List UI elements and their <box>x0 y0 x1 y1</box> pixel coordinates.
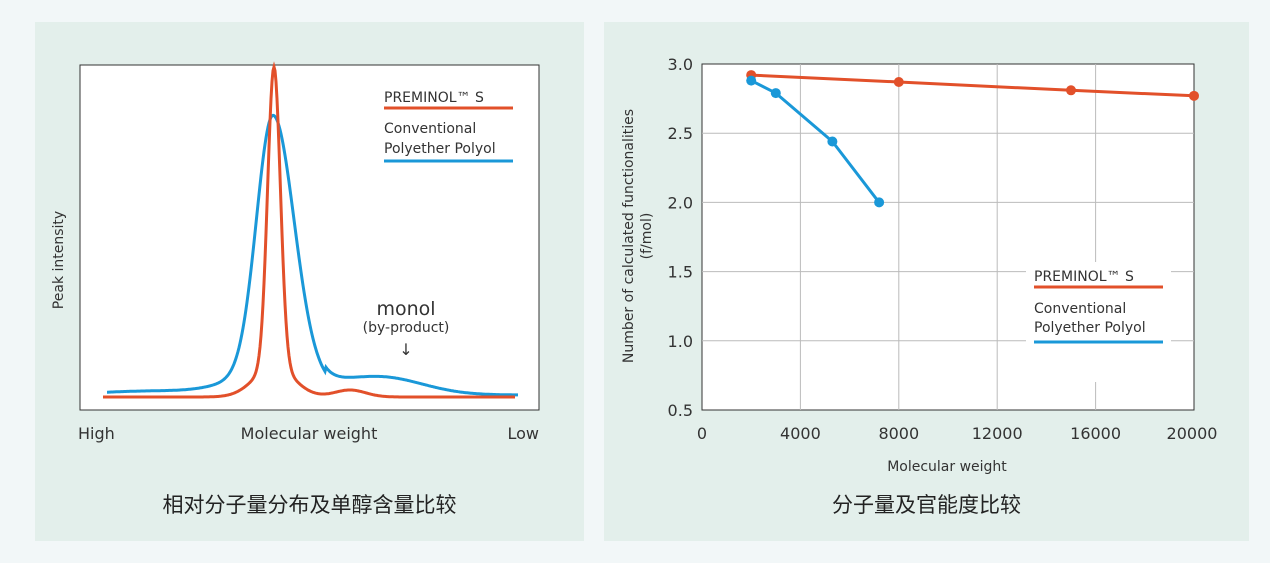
x-axis-label: Molecular weight <box>241 424 378 443</box>
y-tick-label: 3.0 <box>668 55 693 74</box>
legend-label-conventional-line2: Polyether Polyol <box>1034 320 1146 336</box>
series-group <box>746 70 1199 208</box>
monol-label: monol <box>376 298 435 320</box>
by-product-label: (by-product) <box>363 320 450 336</box>
conventional-curve <box>107 113 518 397</box>
preminol-series-line <box>751 73 1195 98</box>
x-tick-label: 0 <box>697 424 707 443</box>
conventional-point <box>746 75 757 86</box>
legend-label-preminol: PREMINOL™ S <box>384 90 484 106</box>
preminol-point <box>1189 90 1199 101</box>
monol-arrow: ↓ <box>399 340 412 359</box>
y-tick-label: 0.5 <box>668 401 693 420</box>
y-tick-label: 1.5 <box>668 263 693 282</box>
x-tick-labels: 0 4000 8000 12000 16000 20000 <box>697 424 1218 443</box>
legend-label-conventional: Conventional <box>1034 301 1126 317</box>
peak-intensity-chart: PREMINOL™ S Conventional Polyether Polyo… <box>51 61 540 443</box>
conventional-series-line <box>750 79 881 204</box>
x-tick-label: 20000 <box>1167 424 1218 443</box>
left-caption: 相对分子量分布及单醇含量比较 <box>162 493 457 517</box>
x-tick-label: 4000 <box>780 424 821 443</box>
legend-box <box>1026 262 1171 382</box>
functionality-panel: 0.5 1.0 1.5 2.0 2.5 3.0 0 4000 8000 12000 16000 20… <box>604 22 1249 541</box>
x-tick-label: 16000 <box>1070 424 1121 443</box>
legend-label-conventional-line2: Polyether Polyol <box>384 141 496 157</box>
preminol-point <box>893 76 904 87</box>
preminol-point <box>1066 85 1076 96</box>
right-caption: 分子量及官能度比较 <box>832 493 1021 517</box>
x-axis-label: Molecular weight <box>887 459 1007 475</box>
conventional-point <box>770 88 781 99</box>
x-tick-label: 12000 <box>972 424 1023 443</box>
y-axis-label: Peak intensity <box>51 211 67 309</box>
preminol-curve <box>103 61 515 399</box>
conventional-point <box>827 136 838 147</box>
y-axis-unit: (f/mol) <box>639 213 655 260</box>
y-tick-labels: 0.5 1.0 1.5 2.0 2.5 3.0 <box>668 55 693 420</box>
y-tick-label: 2.0 <box>668 193 693 212</box>
peak-intensity-panel: PREMINOL™ S Conventional Polyether Polyo… <box>35 22 584 541</box>
legend-label-preminol: PREMINOL™ S <box>1034 269 1134 285</box>
plot-area <box>79 64 540 411</box>
y-tick-label: 2.5 <box>668 124 693 143</box>
functionality-chart: 0.5 1.0 1.5 2.0 2.5 3.0 0 4000 8000 12000 16000 20… <box>621 55 1218 475</box>
legend-label-conventional: Conventional <box>384 121 476 137</box>
x-tick-label: 8000 <box>878 424 919 443</box>
conventional-point <box>874 197 885 208</box>
x-label-low: Low <box>507 424 539 443</box>
y-tick-label: 1.0 <box>668 332 693 351</box>
x-label-high: High <box>78 424 115 443</box>
y-axis-label: Number of calculated functionalities <box>621 109 637 363</box>
